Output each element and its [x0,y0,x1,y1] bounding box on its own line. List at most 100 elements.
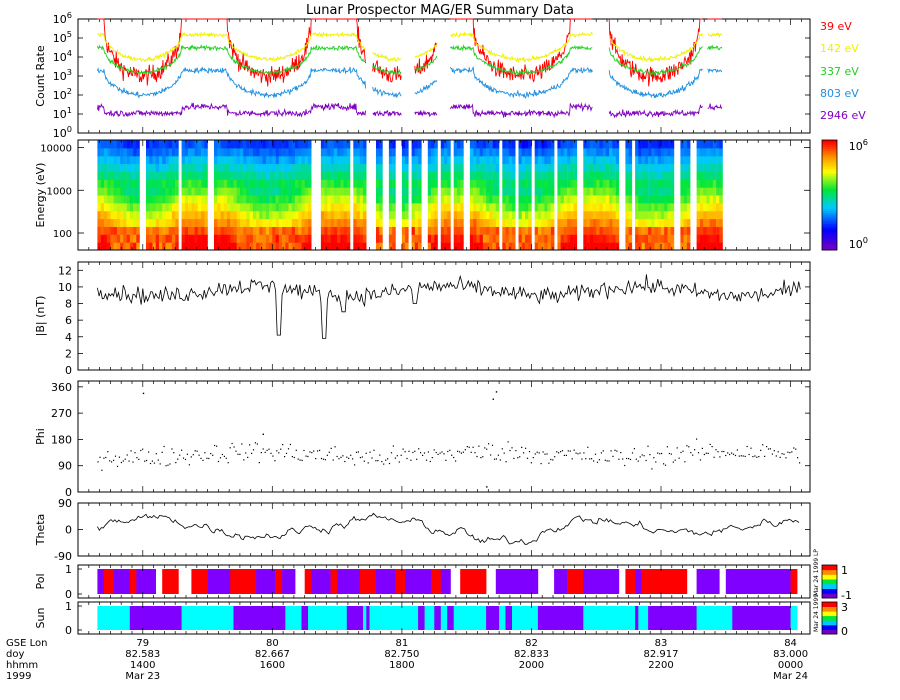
spectrogram-cell [168,147,173,157]
phi-point [663,463,665,465]
spectrogram-cell [460,210,464,220]
spectrogram-cell [518,218,522,227]
spectrogram-cell [541,163,545,172]
spectrogram-cell [638,202,642,212]
spectrogram-cell [265,226,270,235]
spectrogram-cell [512,218,516,227]
spectrogram-cell [657,163,662,172]
phi-point [175,462,177,464]
spectrogram-cell [149,187,153,196]
spectrogram-cell [482,218,487,227]
spectrogram-cell [706,226,710,235]
phi-point [631,452,634,454]
spectrogram-cell [259,226,263,235]
spectrogram-cell [411,187,416,196]
spectrogram-cell [615,234,620,243]
spectrogram-cell [683,195,688,204]
spectrogram-cell [107,171,111,180]
spectrogram-cell [243,210,247,220]
spectrogram-cell [453,187,458,196]
spectrogram-cell [126,147,131,157]
spectrogram-cell [460,163,464,172]
spectrogram-cell [670,210,675,220]
phi-point [361,456,363,458]
colorbar-cell [822,164,837,167]
phi-point [181,449,183,451]
spectrogram-cell [586,179,590,188]
spectrogram-cell [625,147,629,157]
spectrogram-cell [709,195,714,204]
phi-point [458,451,461,453]
spectrogram-cell [651,226,655,235]
spectrogram-cell [651,242,655,251]
spectrogram-cell [194,140,199,149]
spectrogram-cell [126,218,131,227]
spectrogram-cell [593,226,597,235]
spectrogram-cell [570,242,574,251]
phi-point [363,460,365,462]
spectrogram-cell [246,242,250,251]
spectrogram-cell [204,163,208,172]
spectrogram-cell [324,195,328,204]
phi-point [754,455,756,457]
spectrogram-cell [181,226,186,235]
spectrogram-cell [563,155,568,165]
spectrogram-cell [116,195,121,204]
x-tick-hhmm: 1400 [130,660,155,671]
spectrogram-cell [343,171,348,180]
phi-point [573,449,575,451]
spectrogram-cell [233,234,237,243]
spectrogram-cell [353,195,357,204]
spectrogram-cell [320,218,325,227]
spectrogram-cell [628,195,633,204]
spectrogram-cell [625,218,629,227]
spectrogram-cell [440,226,445,235]
phi-point [769,448,771,450]
phi-point [445,459,447,461]
spectrogram-cell [712,226,717,235]
spectrogram-cell [502,218,506,227]
spectrogram-cell [411,226,416,235]
spectrogram-cell [146,226,150,235]
spectrogram-cell [683,171,688,180]
spectrogram-cell [295,202,299,212]
phi-point [241,443,243,445]
spectrogram-cell [664,234,668,243]
spectrogram-cell [136,147,140,157]
spectrogram-cell [288,202,292,212]
spectrogram-cell [184,242,189,251]
spectrogram-cell [107,163,111,172]
spectrogram-cell [495,179,500,188]
state-segment [460,569,487,594]
colorbar-cell [822,243,837,246]
spectrogram-cell [661,195,665,204]
spectrogram-cell [431,242,435,251]
spectrogram-cell [103,202,108,212]
spectrogram-cell [392,163,396,172]
spectrogram-cell [709,140,714,149]
colorbar-cell [822,212,837,216]
colorbar-cell [822,217,837,220]
phi-point [455,460,457,462]
spectrogram-cell [110,234,114,243]
spectrogram-cell [431,140,435,149]
spectrogram-cell [418,179,422,188]
y-tick-label: 104 [53,48,72,64]
spectrogram-cell [583,226,587,235]
spectrogram-cell [259,155,263,165]
spectrogram-cell [414,218,419,227]
spectrogram-cell [175,210,179,220]
spectrogram-cell [201,163,205,172]
spectrogram-cell [479,179,484,188]
spectrogram-cell [103,147,108,157]
spectrogram-cell [291,155,296,165]
colorbar-min-label: 0 [841,625,848,638]
spectrogram-cell [233,202,237,212]
spectrogram-cell [272,163,276,172]
spectrogram-cell [301,226,305,235]
spectrogram-cell [298,147,302,157]
spectrogram-cell [654,202,658,212]
spectrogram-cell [376,195,380,204]
spectrogram-cell [175,155,179,165]
spectrogram-cell [505,155,509,165]
